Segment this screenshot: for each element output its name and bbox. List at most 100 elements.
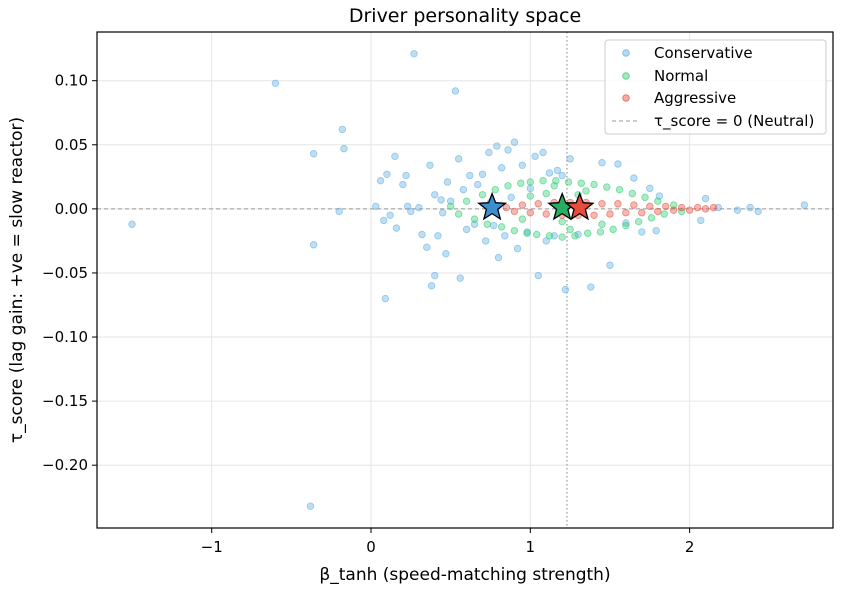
legend: Conservative Normal Aggressive τ_score =…: [604, 39, 827, 135]
centroid-star-conservative: [477, 191, 508, 221]
point-conservative: [418, 230, 426, 239]
point-conservative: [454, 155, 463, 163]
point-conservative: [372, 202, 380, 211]
point-conservative: [504, 146, 512, 154]
point-conservative: [386, 211, 394, 219]
point-conservative: [443, 178, 452, 186]
point-conservative: [407, 207, 415, 216]
point-normal: [582, 187, 590, 195]
series-normal: [446, 176, 686, 241]
point-conservative: [566, 155, 574, 163]
point-aggressive: [630, 201, 638, 209]
point-normal: [647, 214, 656, 222]
point-conservative: [652, 226, 660, 235]
point-normal: [550, 182, 558, 190]
x-tick-label: 2: [685, 538, 695, 556]
point-conservative: [497, 164, 506, 172]
legend-marker-conservative: [622, 49, 630, 57]
point-conservative: [531, 152, 539, 161]
point-conservative: [402, 171, 410, 180]
point-aggressive: [622, 209, 630, 217]
x-axis-ticks: −1 0 1 2: [201, 528, 695, 556]
point-aggressive: [614, 200, 622, 208]
point-conservative: [697, 216, 705, 225]
point-conservative: [478, 170, 487, 178]
point-conservative: [746, 203, 754, 212]
legend-label-conservative: Conservative: [654, 44, 753, 62]
point-conservative: [518, 161, 527, 169]
point-normal: [539, 176, 547, 185]
legend-marker-aggressive: [622, 94, 630, 102]
point-normal: [628, 189, 636, 198]
x-tick-label: 1: [526, 538, 536, 556]
point-conservative: [434, 232, 442, 240]
point-conservative: [622, 219, 630, 227]
point-conservative: [526, 184, 535, 193]
point-conservative: [510, 138, 519, 146]
point-normal: [526, 178, 535, 186]
point-normal: [483, 220, 492, 228]
point-aggressive: [606, 210, 614, 218]
point-conservative: [501, 232, 509, 240]
point-conservative: [376, 176, 385, 185]
point-normal: [596, 228, 605, 236]
point-conservative: [489, 221, 498, 230]
point-conservative: [437, 196, 445, 204]
point-conservative: [427, 282, 436, 290]
point-aggressive: [654, 207, 662, 216]
point-normal: [622, 221, 630, 230]
point-conservative: [399, 180, 407, 189]
point-conservative: [383, 170, 391, 178]
point-aggressive: [542, 210, 550, 218]
point-normal: [603, 183, 611, 191]
point-conservative: [459, 185, 468, 194]
series-conservative: [128, 50, 809, 510]
point-normal: [566, 225, 574, 234]
point-conservative: [485, 148, 493, 157]
point-normal: [545, 232, 554, 240]
y-tick-label: 0.00: [55, 200, 88, 218]
point-conservative: [128, 220, 136, 228]
point-conservative: [539, 148, 547, 157]
point-aggressive: [510, 207, 519, 216]
point-conservative: [606, 261, 614, 269]
y-tick-label: 0.05: [55, 136, 88, 154]
y-tick-label: −0.10: [42, 328, 88, 346]
point-normal: [526, 192, 535, 200]
point-normal: [669, 201, 678, 209]
point-conservative: [456, 274, 464, 282]
legend-label-neutral-line: τ_score = 0 (Neutral): [654, 112, 814, 131]
point-normal: [518, 215, 527, 223]
point-conservative: [754, 207, 762, 216]
point-conservative: [442, 250, 450, 258]
point-conservative: [335, 207, 343, 216]
point-aggressive: [646, 202, 654, 211]
point-normal: [634, 217, 643, 226]
x-tick-label: 0: [366, 538, 376, 556]
point-normal: [564, 178, 573, 186]
point-conservative: [733, 206, 742, 214]
point-conservative: [391, 152, 399, 161]
point-normal: [590, 180, 598, 189]
point-conservative: [309, 241, 318, 249]
point-aggressive: [534, 200, 542, 208]
point-conservative: [431, 191, 439, 199]
series-aggressive: [502, 198, 718, 219]
x-tick-label: −1: [201, 538, 223, 556]
point-conservative: [587, 283, 595, 291]
reference-lines: [97, 32, 833, 528]
point-conservative: [553, 166, 562, 175]
point-normal: [577, 179, 585, 187]
point-normal: [660, 210, 668, 218]
point-aggressive: [598, 200, 606, 208]
point-normal: [558, 233, 566, 241]
point-aggressive: [685, 206, 694, 214]
point-normal: [504, 182, 512, 190]
centroid-markers: [477, 191, 595, 221]
point-conservative: [426, 161, 434, 169]
point-normal: [609, 225, 617, 234]
legend-marker-normal: [622, 72, 630, 80]
point-conservative: [431, 271, 439, 280]
point-conservative: [423, 243, 431, 252]
